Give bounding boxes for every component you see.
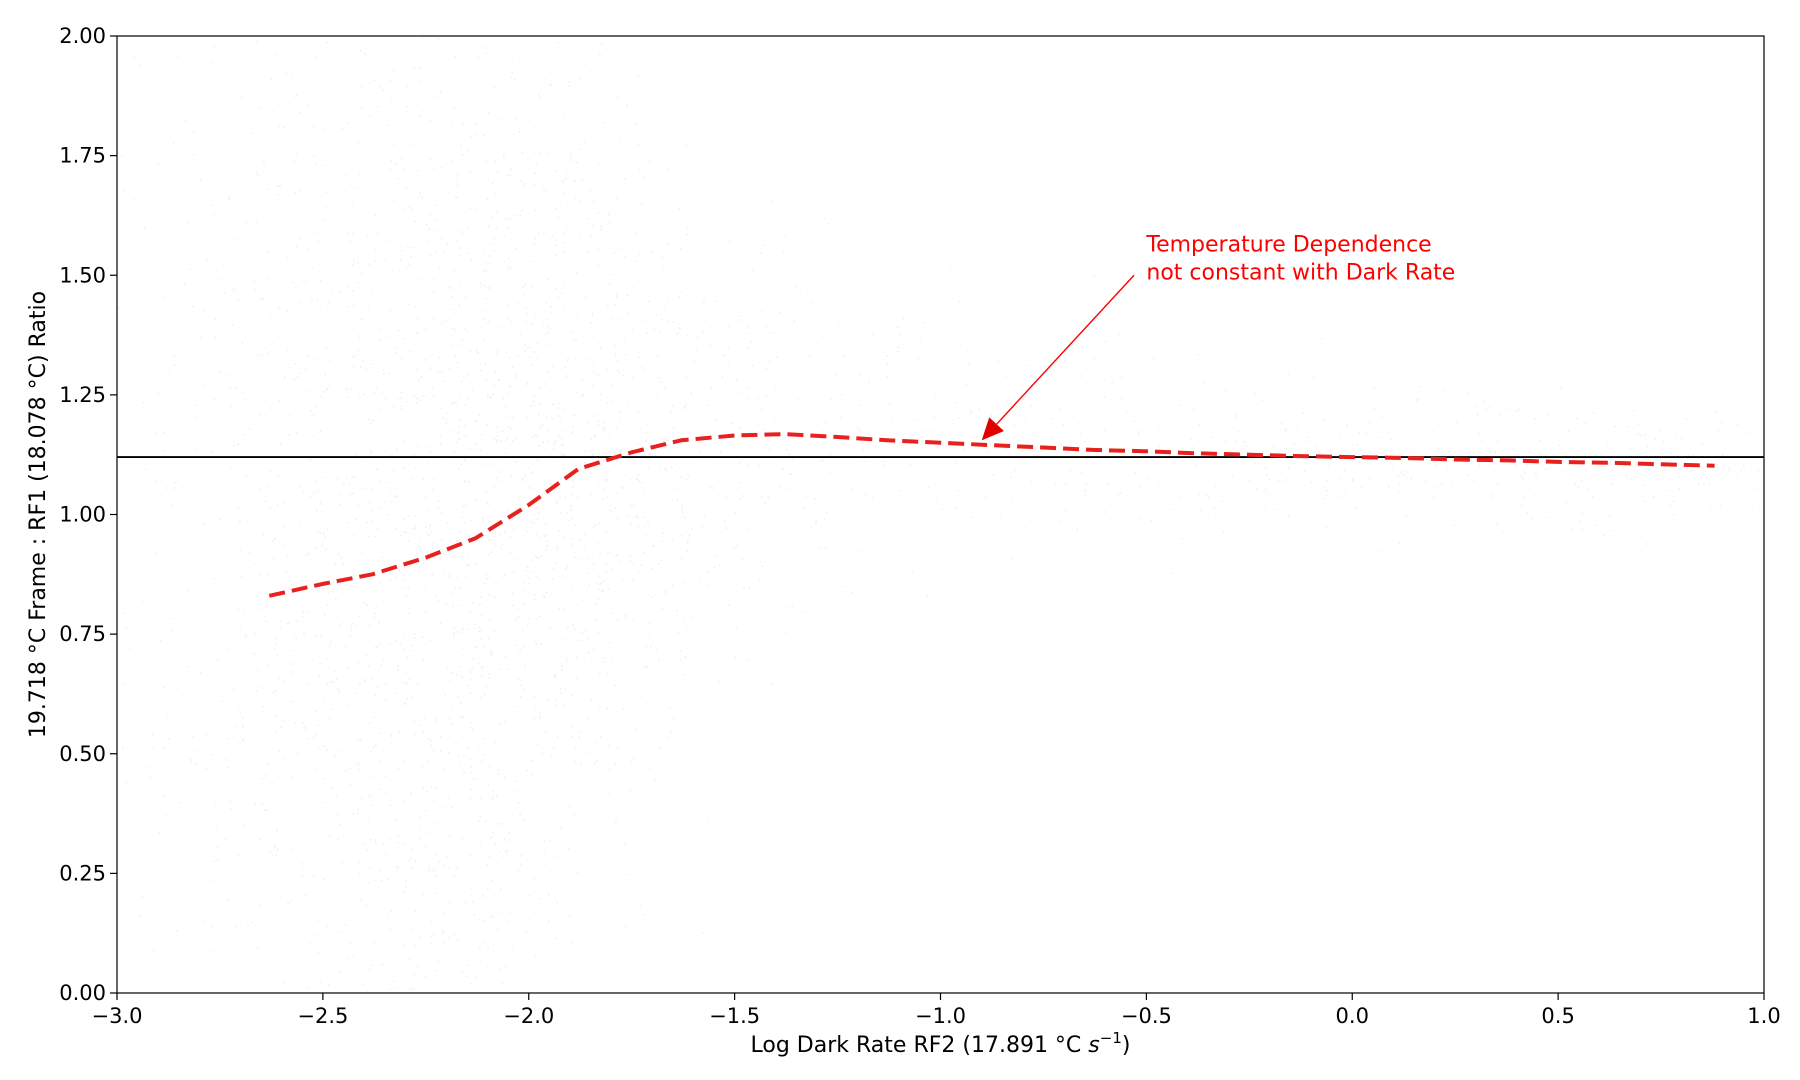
y-tick-label: 1.25: [59, 383, 106, 407]
y-axis-title: 19.718 °C Frame : RF1 (18.078 °C) Ratio: [26, 291, 51, 738]
annotation-text-line-2: not constant with Dark Rate: [1146, 261, 1455, 286]
y-tick-label: 2.00: [59, 24, 106, 48]
y-tick-label: 0.25: [59, 861, 106, 885]
scatter-points: [117, 36, 1764, 993]
x-tick-label: 0.0: [1336, 1004, 1369, 1028]
trend-line-layer: [268, 432, 1715, 598]
x-tick-label: 0.5: [1541, 1004, 1574, 1028]
x-axis: −3.0 −2.5 −2.0 −1.5 −1.0 −0.5 0.0 0.5 1.0: [92, 993, 1781, 1028]
scatter-point-cloud: [117, 36, 1764, 993]
annotation: Temperature Dependence not constant with…: [981, 233, 1455, 441]
y-tick-label: 1.50: [59, 263, 106, 287]
y-tick-label: 0.75: [59, 622, 106, 646]
x-tick-label: −3.0: [92, 1004, 143, 1028]
x-tick-label: −1.0: [915, 1004, 966, 1028]
x-tick-label: 1.0: [1747, 1004, 1780, 1028]
x-axis-title: Log Dark Rate RF2 (17.891 °C s−1): [751, 1029, 1131, 1058]
annotation-arrow-head: [981, 417, 1004, 441]
plot-frame: [116, 35, 1765, 994]
y-tick-label: 1.00: [59, 503, 106, 527]
y-tick-label: 0.00: [59, 981, 106, 1005]
trend-line: [268, 432, 1715, 598]
x-tick-label: −1.5: [709, 1004, 760, 1028]
annotation-text-line-1: Temperature Dependence: [1145, 233, 1431, 258]
y-axis: 0.00 0.25 0.50 0.75 1.00 1.25 1.50 1.75 2.00: [59, 24, 117, 1005]
x-tick-label: −2.5: [297, 1004, 348, 1028]
x-tick-label: −2.0: [503, 1004, 554, 1028]
x-tick-label: −0.5: [1121, 1004, 1172, 1028]
annotation-arrow-shaft: [996, 274, 1135, 425]
y-tick-label: 1.75: [59, 144, 106, 168]
y-tick-label: 0.50: [59, 742, 106, 766]
